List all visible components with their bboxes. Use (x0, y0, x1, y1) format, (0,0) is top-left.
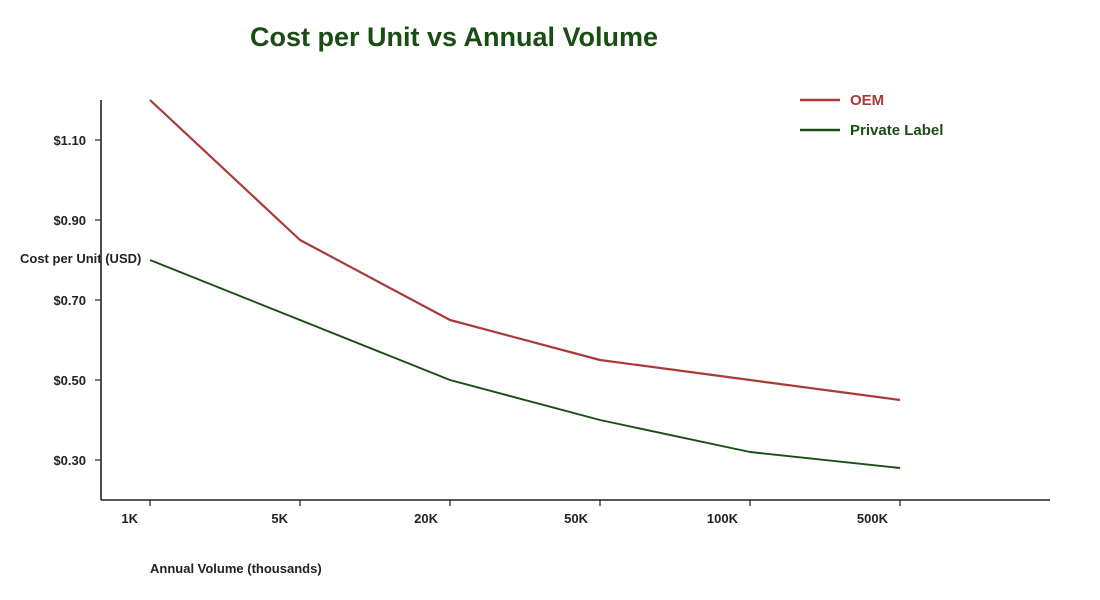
chart-title: Cost per Unit vs Annual Volume (250, 22, 658, 52)
legend: OEM Private Label (800, 92, 943, 139)
legend-label-private-label: Private Label (850, 122, 943, 139)
y-tick-label: $0.70 (53, 293, 86, 308)
y-ticks: $0.30 $0.50 $0.70 $0.90 $1.10 (53, 133, 101, 468)
series-group (149, 99, 901, 469)
y-tick-label: $0.90 (53, 213, 86, 228)
axes (100, 100, 1050, 501)
y-tick-label: $0.50 (53, 373, 86, 388)
series-line-private-label (149, 259, 901, 469)
y-tick-label: $1.10 (53, 133, 86, 148)
x-tick-label: 100K (707, 511, 739, 526)
x-axis-label: Annual Volume (thousands) (150, 561, 322, 576)
y-axis-label: Cost per Unit (USD) (20, 251, 141, 266)
x-tick-label: 50K (564, 511, 588, 526)
x-ticks: 1K 5K 20K 50K 100K 500K (121, 500, 901, 526)
y-tick-label: $0.30 (53, 453, 86, 468)
legend-label-oem: OEM (850, 92, 884, 109)
x-tick-label: 500K (857, 511, 889, 526)
x-tick-label: 5K (271, 511, 288, 526)
x-tick-label: 1K (121, 511, 138, 526)
x-tick-label: 20K (414, 511, 438, 526)
series-line-oem (149, 99, 901, 402)
